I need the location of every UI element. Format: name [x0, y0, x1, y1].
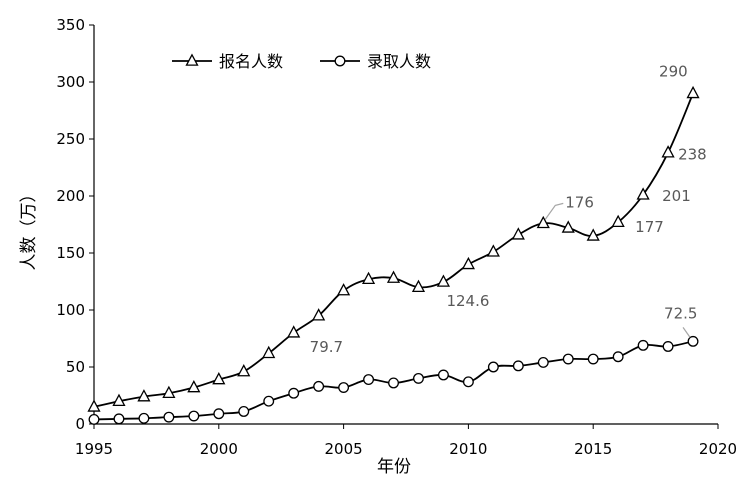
data-point-triangle [87, 399, 101, 412]
x-tick-label: 2010 [449, 440, 487, 458]
series-1 [87, 85, 700, 412]
data-point-circle [138, 412, 150, 424]
data-point-circle [88, 413, 100, 425]
x-tick-label: 1995 [75, 440, 113, 458]
x-tick-label: 2000 [200, 440, 238, 458]
data-point-triangle [636, 187, 650, 200]
series-layer [87, 85, 700, 425]
data-point-circle [238, 406, 250, 417]
data-point-circle [313, 380, 325, 392]
data-label: 72.5 [664, 304, 697, 322]
y-tick-label: 0 [75, 415, 85, 433]
data-point-circle [413, 372, 424, 384]
x-axis-title: 年份 [377, 457, 411, 477]
legend-marker-circle [334, 55, 346, 67]
data-label: 124.6 [446, 292, 489, 310]
data-point-triangle [187, 380, 201, 393]
x-tick-label: 2020 [699, 440, 737, 458]
data-point-triangle [386, 270, 401, 283]
data-point-circle [338, 382, 350, 393]
data-point-circle [163, 411, 175, 423]
data-point-circle [188, 410, 200, 422]
data-point-triangle [486, 244, 500, 257]
axes: 0 50 100 150 200 250 300 350 1995 2000 2005 2010 201… [56, 16, 737, 458]
data-point-circle [612, 351, 624, 363]
y-tick-label: 200 [56, 187, 85, 205]
y-tick-label: 100 [56, 301, 85, 319]
data-point-circle [388, 377, 399, 389]
data-point-triangle [686, 85, 700, 99]
data-point-circle [487, 361, 499, 373]
data-point-triangle [661, 145, 675, 158]
data-point-triangle [536, 215, 550, 229]
series-line [93, 93, 694, 408]
data-point-triangle [137, 389, 151, 402]
data-point-circle [562, 353, 574, 365]
y-tick-label: 350 [56, 16, 85, 34]
data-point-circle [437, 369, 449, 381]
data-point-circle [537, 356, 549, 368]
data-point-triangle [262, 345, 276, 359]
data-point-circle [687, 335, 699, 347]
data-point-circle [462, 376, 474, 388]
legend: 报名人数 录取人数 [172, 52, 431, 71]
legend-label: 录取人数 [367, 52, 431, 71]
x-tick-label: 2005 [325, 440, 363, 458]
y-tick-label: 250 [56, 130, 85, 148]
data-point-triangle [461, 256, 475, 270]
data-point-triangle [212, 372, 226, 385]
data-label: 238 [678, 146, 707, 164]
legend-item-1: 报名人数 [172, 52, 283, 71]
data-point-triangle [162, 385, 176, 399]
data-label: 177 [635, 218, 664, 236]
y-axis-title: 人数（万） [19, 186, 39, 271]
data-point-triangle [411, 279, 426, 293]
data-point-triangle [611, 214, 625, 228]
x-tick-label: 2015 [574, 440, 612, 458]
data-point-triangle [361, 271, 376, 285]
data-point-circle [587, 353, 599, 365]
data-label-layer: 290 238 201 177 176 124.6 79.7 72.5 [310, 62, 707, 356]
data-point-triangle [561, 220, 575, 233]
series-2 [88, 335, 699, 425]
y-tick-label: 150 [56, 244, 85, 262]
data-point-triangle [287, 325, 301, 338]
data-point-triangle [312, 308, 326, 321]
data-point-triangle [237, 364, 251, 377]
data-label: 201 [662, 187, 691, 205]
data-point-circle [637, 339, 649, 351]
data-label: 176 [565, 193, 594, 211]
data-label: 79.7 [310, 338, 343, 356]
data-point-circle [288, 387, 300, 399]
data-label-leader [544, 202, 564, 220]
data-point-circle [263, 395, 275, 407]
data-point-triangle [436, 274, 451, 287]
data-point-circle [213, 408, 225, 420]
data-label: 290 [659, 62, 688, 80]
y-tick-label: 50 [66, 358, 85, 376]
data-point-circle [662, 341, 674, 352]
data-point-triangle [511, 227, 525, 240]
data-point-triangle [337, 283, 351, 296]
legend-item-2: 录取人数 [320, 52, 431, 71]
data-point-circle [113, 413, 125, 425]
data-point-triangle [112, 393, 126, 407]
data-point-circle [363, 374, 375, 385]
data-label-leader [682, 327, 691, 338]
data-point-circle [512, 360, 524, 372]
legend-marker-triangle [185, 53, 199, 66]
legend-label: 报名人数 [219, 52, 283, 71]
y-tick-label: 300 [56, 73, 85, 91]
data-point-triangle [586, 228, 600, 241]
